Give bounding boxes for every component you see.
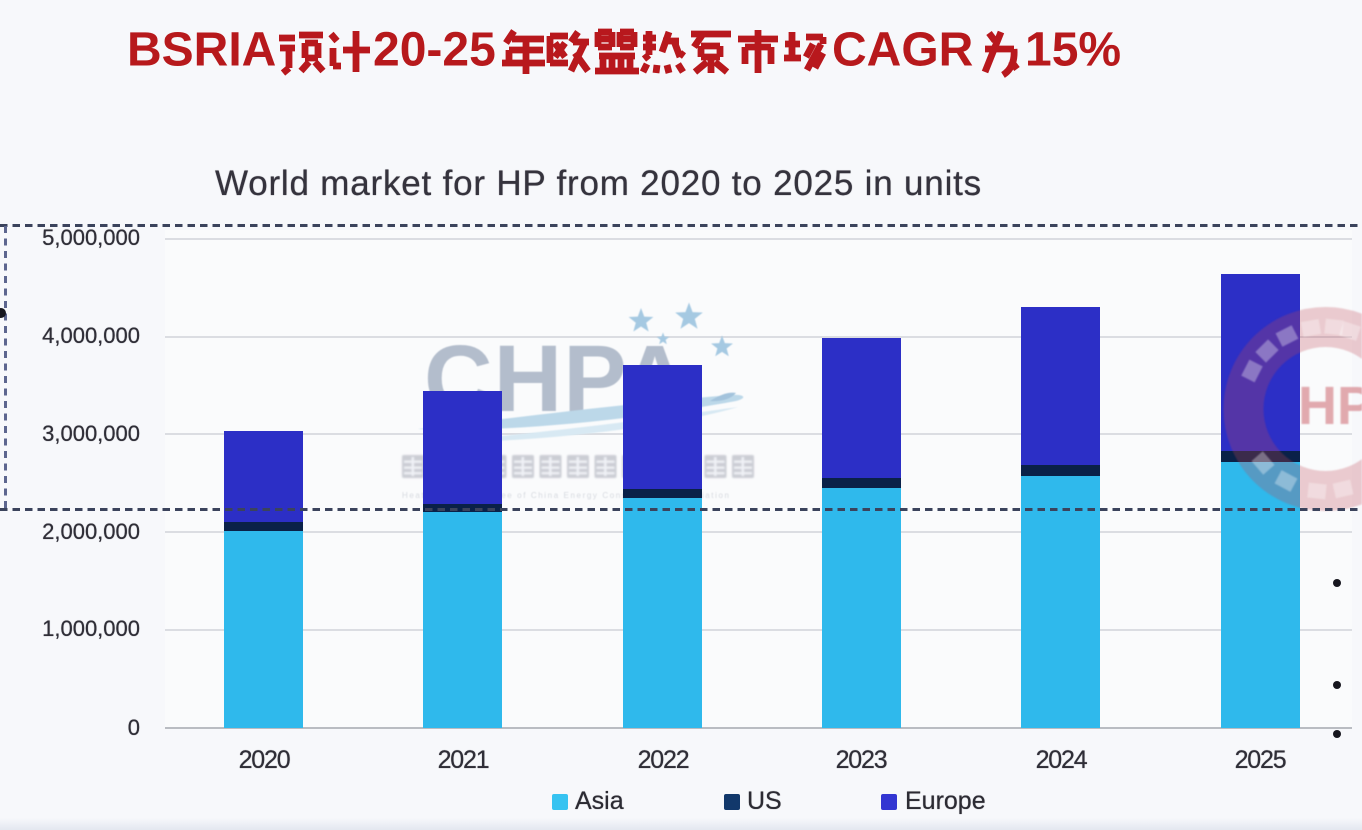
svg-text:15%: 15% <box>1025 24 1121 77</box>
svg-text:20-25: 20-25 <box>373 24 496 77</box>
svg-text:Heat Pump Committee of China E: Heat Pump Committee of China Energy Cons… <box>402 491 731 500</box>
svg-text:HP: HP <box>1298 376 1362 436</box>
svg-text:CAGR: CAGR <box>832 24 973 77</box>
svg-text:BSRIA: BSRIA <box>127 24 276 77</box>
